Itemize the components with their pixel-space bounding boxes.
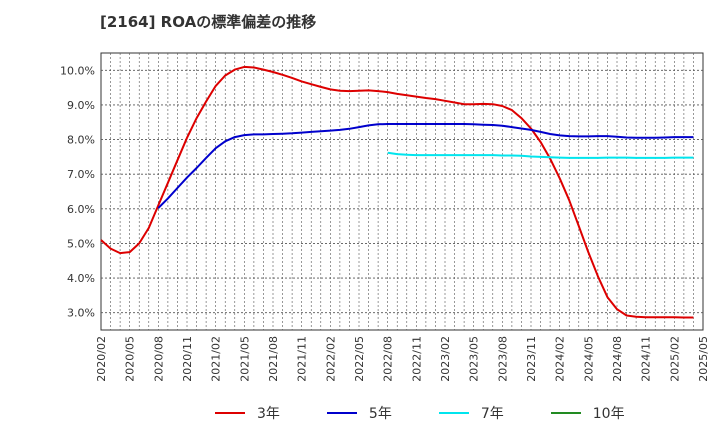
legend-item: 5年	[326, 403, 392, 423]
x-tick-label: 2021/02	[210, 336, 223, 382]
x-tick-label: 2022/11	[410, 336, 423, 382]
series-layer	[100, 65, 694, 319]
x-tick-label: 2024/05	[582, 336, 595, 382]
legend-swatch	[438, 412, 469, 414]
legend-label: 10年	[592, 406, 625, 422]
x-tick-label: 2023/08	[496, 336, 509, 382]
x-tick-label: 2025/02	[668, 336, 681, 382]
axis-layer: 3.0% 4.0% 5.0% 6.0% 7.0% 8.0% 9.0% 10.0% 2020/02…	[60, 64, 710, 381]
chart-title: [2164] ROAの標準偏差の推移	[100, 13, 317, 31]
y-tick-label: 9.0%	[67, 99, 95, 112]
plot-frame	[100, 52, 704, 331]
legend-label: 3年	[257, 406, 280, 422]
x-tick-label: 2024/02	[554, 336, 567, 382]
x-tick-label: 2023/05	[468, 336, 481, 382]
x-tick-label: 2022/08	[382, 336, 395, 382]
y-tick-label: 3.0%	[67, 307, 95, 320]
legend-swatch	[550, 412, 581, 414]
x-tick-label: 2020/02	[95, 336, 108, 382]
y-tick-label: 8.0%	[67, 134, 95, 147]
y-tick-label: 5.0%	[67, 237, 95, 250]
legend-item: 3年	[215, 403, 280, 423]
x-tick-label: 2024/08	[611, 336, 624, 382]
y-tick-label: 10.0%	[60, 64, 95, 77]
x-tick-label: 2024/11	[640, 336, 653, 382]
x-tick-label: 2023/11	[525, 336, 538, 382]
x-tick-label: 2021/08	[267, 336, 280, 382]
y-tick-label: 6.0%	[67, 203, 95, 216]
legend-item: 10年	[550, 403, 625, 423]
x-tick-label: 2020/11	[181, 336, 194, 382]
y-tick-label: 4.0%	[67, 272, 95, 285]
x-tick-label: 2022/02	[324, 336, 337, 382]
y-tick-label: 7.0%	[67, 168, 95, 181]
x-tick-label: 2021/05	[238, 336, 251, 382]
x-tick-label: 2023/02	[439, 336, 452, 382]
legend: 3年 5年 7年 10年	[215, 403, 672, 423]
legend-label: 5年	[368, 406, 392, 422]
x-tick-label: 2021/11	[296, 336, 309, 382]
legend-swatch	[215, 412, 245, 414]
series-line-5年	[157, 123, 694, 209]
series-line-3年	[100, 65, 694, 319]
legend-swatch	[326, 412, 357, 414]
grid-layer	[100, 52, 704, 331]
legend-label: 7年	[480, 406, 504, 422]
series-line-7年	[387, 151, 694, 159]
x-tick-label: 2022/05	[353, 336, 366, 382]
x-tick-label: 2025/05	[697, 336, 710, 382]
x-tick-label: 2020/05	[124, 336, 137, 382]
x-tick-label: 2020/08	[152, 336, 165, 382]
legend-item: 7年	[438, 403, 504, 423]
